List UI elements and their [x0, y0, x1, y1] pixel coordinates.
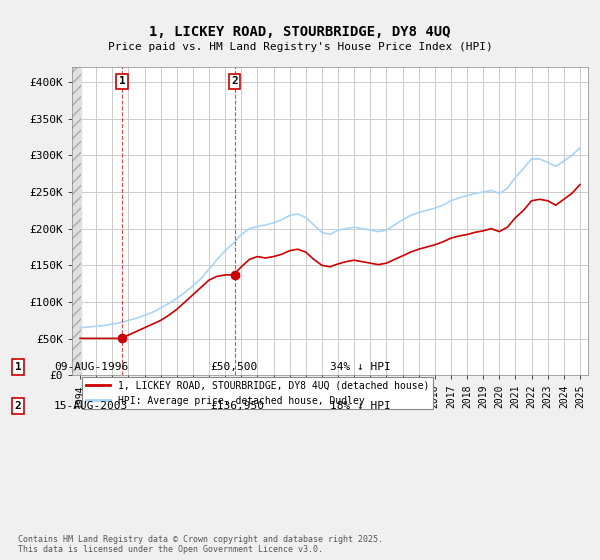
Text: 18% ↓ HPI: 18% ↓ HPI: [330, 401, 391, 411]
Text: 1: 1: [14, 362, 22, 372]
Bar: [72, 67, 81, 375]
Text: 1, LICKEY ROAD, STOURBRIDGE, DY8 4UQ: 1, LICKEY ROAD, STOURBRIDGE, DY8 4UQ: [149, 25, 451, 39]
Text: 2: 2: [232, 77, 238, 86]
Text: Contains HM Land Registry data © Crown copyright and database right 2025.
This d: Contains HM Land Registry data © Crown c…: [18, 535, 383, 554]
Text: 34% ↓ HPI: 34% ↓ HPI: [330, 362, 391, 372]
Text: £136,950: £136,950: [210, 401, 264, 411]
Text: 15-AUG-2003: 15-AUG-2003: [54, 401, 128, 411]
Text: 2: 2: [14, 401, 22, 411]
Legend: 1, LICKEY ROAD, STOURBRIDGE, DY8 4UQ (detached house), HPI: Average price, detac: 1, LICKEY ROAD, STOURBRIDGE, DY8 4UQ (de…: [82, 377, 433, 409]
Text: 1: 1: [119, 77, 125, 86]
Bar: [72, 67, 81, 375]
Text: 09-AUG-1996: 09-AUG-1996: [54, 362, 128, 372]
Text: Price paid vs. HM Land Registry's House Price Index (HPI): Price paid vs. HM Land Registry's House …: [107, 42, 493, 52]
Text: £50,500: £50,500: [210, 362, 257, 372]
